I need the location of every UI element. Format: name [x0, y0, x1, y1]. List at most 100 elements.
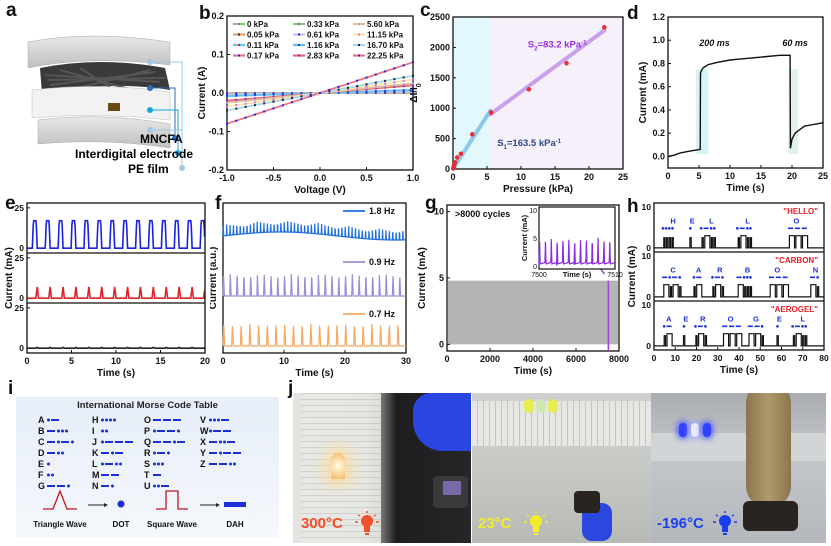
shaded-region [490, 17, 623, 169]
data-point [244, 99, 247, 102]
x-tick-label: 0 [450, 172, 455, 182]
x-axis-label: Time (s) [97, 368, 135, 379]
sensor [574, 491, 600, 513]
morse-dah [209, 452, 217, 454]
y-tick-label: 0.1 [211, 50, 224, 60]
panel-label-g: g [425, 193, 437, 214]
data-point [384, 85, 387, 88]
morse-dot [745, 276, 749, 279]
morse-letter: F [38, 470, 44, 480]
morse-letter: V [200, 415, 206, 425]
x-tick-label: 5 [484, 172, 489, 182]
morse-dot [721, 276, 724, 279]
x-tick-label: 30 [401, 356, 411, 366]
morse-dot [101, 418, 104, 422]
morse-dah [125, 441, 133, 443]
legend-label: 1.8 Hz [369, 206, 396, 216]
data-point [374, 83, 377, 86]
morse-dot [153, 429, 156, 433]
morse-dot [662, 325, 666, 328]
data-point [337, 85, 340, 88]
data-point [291, 96, 294, 99]
morse-dot [219, 440, 222, 444]
inset-signal-line [538, 237, 616, 267]
y-tick-label: 10 [642, 251, 652, 261]
legend-label: 2.83 kPa [307, 52, 340, 61]
data-point [235, 119, 238, 122]
morse-signal-line [654, 333, 824, 347]
x-tick-label: 8000 [609, 354, 629, 364]
data-point [346, 91, 349, 94]
morse-dot [209, 429, 212, 433]
morse-dah [167, 430, 175, 432]
morse-dot [115, 462, 118, 466]
x-axis-label: Time (s) [720, 365, 758, 376]
data-point [300, 95, 303, 98]
morse-dah [47, 485, 55, 487]
morse-letter: N [92, 481, 99, 491]
morse-dah [223, 452, 231, 454]
waveform-line [27, 286, 206, 299]
morse-letter-label: B [745, 265, 751, 274]
morse-letter-label: C [670, 265, 676, 274]
data-point [356, 86, 359, 89]
breadboard [651, 433, 826, 461]
data-point [272, 96, 275, 99]
data-point [393, 91, 396, 94]
morse-letter: Y [200, 448, 206, 458]
photo-minus196c: -196°C [651, 393, 826, 543]
morse-dah [233, 452, 241, 454]
x-axis-label: Pressure (kPa) [503, 184, 573, 195]
data-point [374, 90, 377, 93]
x-tick-label: 15 [550, 172, 560, 182]
x-tick-label: 20 [787, 171, 797, 181]
response-curve [667, 54, 824, 158]
panel-label-j: j [288, 378, 294, 399]
morse-dot [67, 484, 70, 488]
y-tick-label: 10 [642, 300, 652, 310]
morse-dot [749, 276, 752, 279]
y-tick-label: 0 [445, 164, 450, 174]
data-point [469, 132, 475, 137]
legend-label: 0.11 kPa [247, 41, 279, 50]
morse-dah [223, 430, 231, 432]
morse-dot [105, 418, 108, 422]
morse-letter-label: O [728, 314, 734, 323]
annotation-s2: S2=83.2 kPa-1 [528, 39, 587, 52]
data-point [412, 61, 414, 64]
led-blue [703, 423, 711, 437]
y-tick-label: 2500 [430, 12, 450, 22]
legend-label: 16.70 kPa [367, 41, 404, 50]
legend-marker [238, 33, 240, 36]
inset-frame [538, 206, 616, 270]
x-tick-label: 15 [155, 356, 165, 366]
morse-letter: L [92, 459, 98, 469]
frequency-series-line [222, 221, 406, 241]
label-pe-film: PE film [128, 162, 169, 176]
morse-letter: H [92, 415, 99, 425]
morse-dah [115, 452, 123, 454]
shaded-region [695, 69, 709, 155]
morse-dot [157, 484, 160, 488]
morse-dot [51, 473, 54, 477]
morse-dot [760, 325, 764, 328]
morse-dot [668, 227, 671, 230]
legend-label: 11.15 kPa [367, 31, 404, 40]
morse-letter-label: E [690, 216, 695, 225]
morse-dah [163, 419, 171, 421]
data-point [402, 64, 405, 67]
legend-marker [358, 44, 360, 46]
annotation-s1: S1=163.5 kPa-1 [497, 138, 562, 151]
breadboard [472, 401, 651, 446]
morse-dah [173, 419, 181, 421]
morse-dah [209, 463, 217, 465]
morse-letter: Z [200, 459, 206, 469]
morse-letter: J [92, 437, 97, 447]
morse-dot [694, 325, 697, 328]
y-axis-label: ΔI/I0 [409, 83, 423, 103]
data-point [393, 67, 396, 70]
morse-letter: T [144, 470, 150, 480]
legend-label: 0 kPa [247, 20, 268, 29]
data-point [365, 87, 368, 90]
morse-dot [101, 440, 104, 444]
